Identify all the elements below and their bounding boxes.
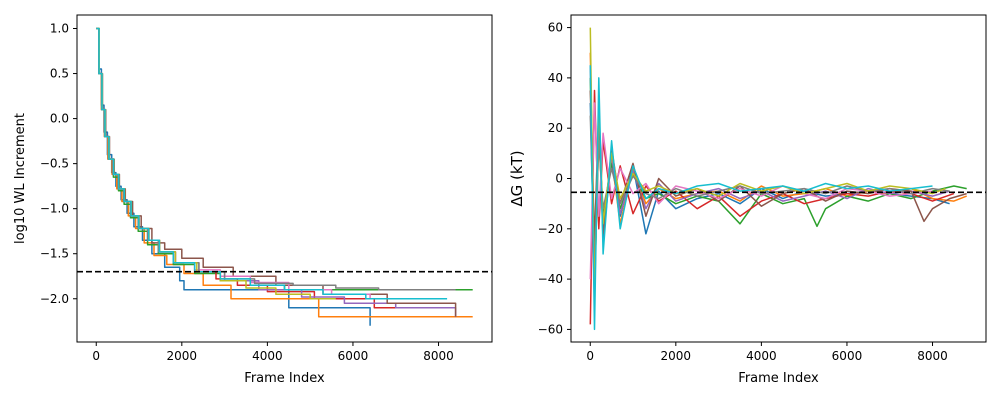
right-x-tick-label: 0 [586,349,594,363]
left-y-tick-label: 1.0 [50,22,69,36]
right-y-tick-label: 40 [548,71,563,85]
left-y-tick-label: 0.5 [50,67,69,81]
left-y-tick-label: −1.5 [40,247,69,261]
left-y-ticks: 1.0 0.5 0.0 −0.5 −1.0 −1.5 −2.0 [40,22,77,306]
chart-left: 0 2000 4000 6000 8000 1.0 0.5 0.0 −0.5 −1.0 −1.5 −… [13,14,493,386]
left-x-tick-label: 6000 [338,349,369,363]
left-y-axis-label: log10 WL Increment [13,113,28,244]
left-x-tick-label: 2000 [167,349,198,363]
right-y-tick-label: 60 [548,21,563,35]
left-x-ticks: 0 2000 4000 6000 8000 [92,342,454,363]
right-y-tick-label: 20 [548,121,563,135]
right-y-tick-label: −60 [538,322,563,336]
left-series-group [96,27,473,326]
left-y-tick-label: −1.0 [40,202,69,216]
left-x-axis-label: Frame Index [244,371,325,386]
right-y-tick-label: −20 [538,222,563,236]
left-x-tick-label: 0 [92,349,100,363]
right-x-tick-label: 6000 [832,349,863,363]
right-series-line-7 [589,102,933,280]
left-x-tick-label: 4000 [252,349,283,363]
left-y-tick-label: −2.0 [40,292,69,306]
right-y-tick-label: 0 [555,172,563,186]
right-x-tick-label: 2000 [661,349,692,363]
right-x-tick-label: 4000 [746,349,777,363]
right-y-ticks: 60 40 20 0 −20 −40 −60 [538,21,571,336]
right-y-tick-label: −40 [538,272,563,286]
right-series-group [589,27,967,331]
right-x-tick-label: 8000 [917,349,948,363]
left-x-tick-label: 8000 [423,349,454,363]
right-series-line-10 [589,65,933,331]
right-x-axis-label: Frame Index [738,371,819,386]
right-y-axis-label: ΔG (kT) [508,150,526,206]
left-y-tick-label: −0.5 [40,157,69,171]
left-series-line-10 [96,27,448,300]
left-y-tick-label: 0.0 [50,112,69,126]
left-axes-frame [76,14,493,343]
chart-right: 0 2000 4000 6000 8000 60 40 20 0 −20 −40 −60 Frame… [508,14,987,386]
right-x-ticks: 0 2000 4000 6000 8000 [586,342,948,363]
